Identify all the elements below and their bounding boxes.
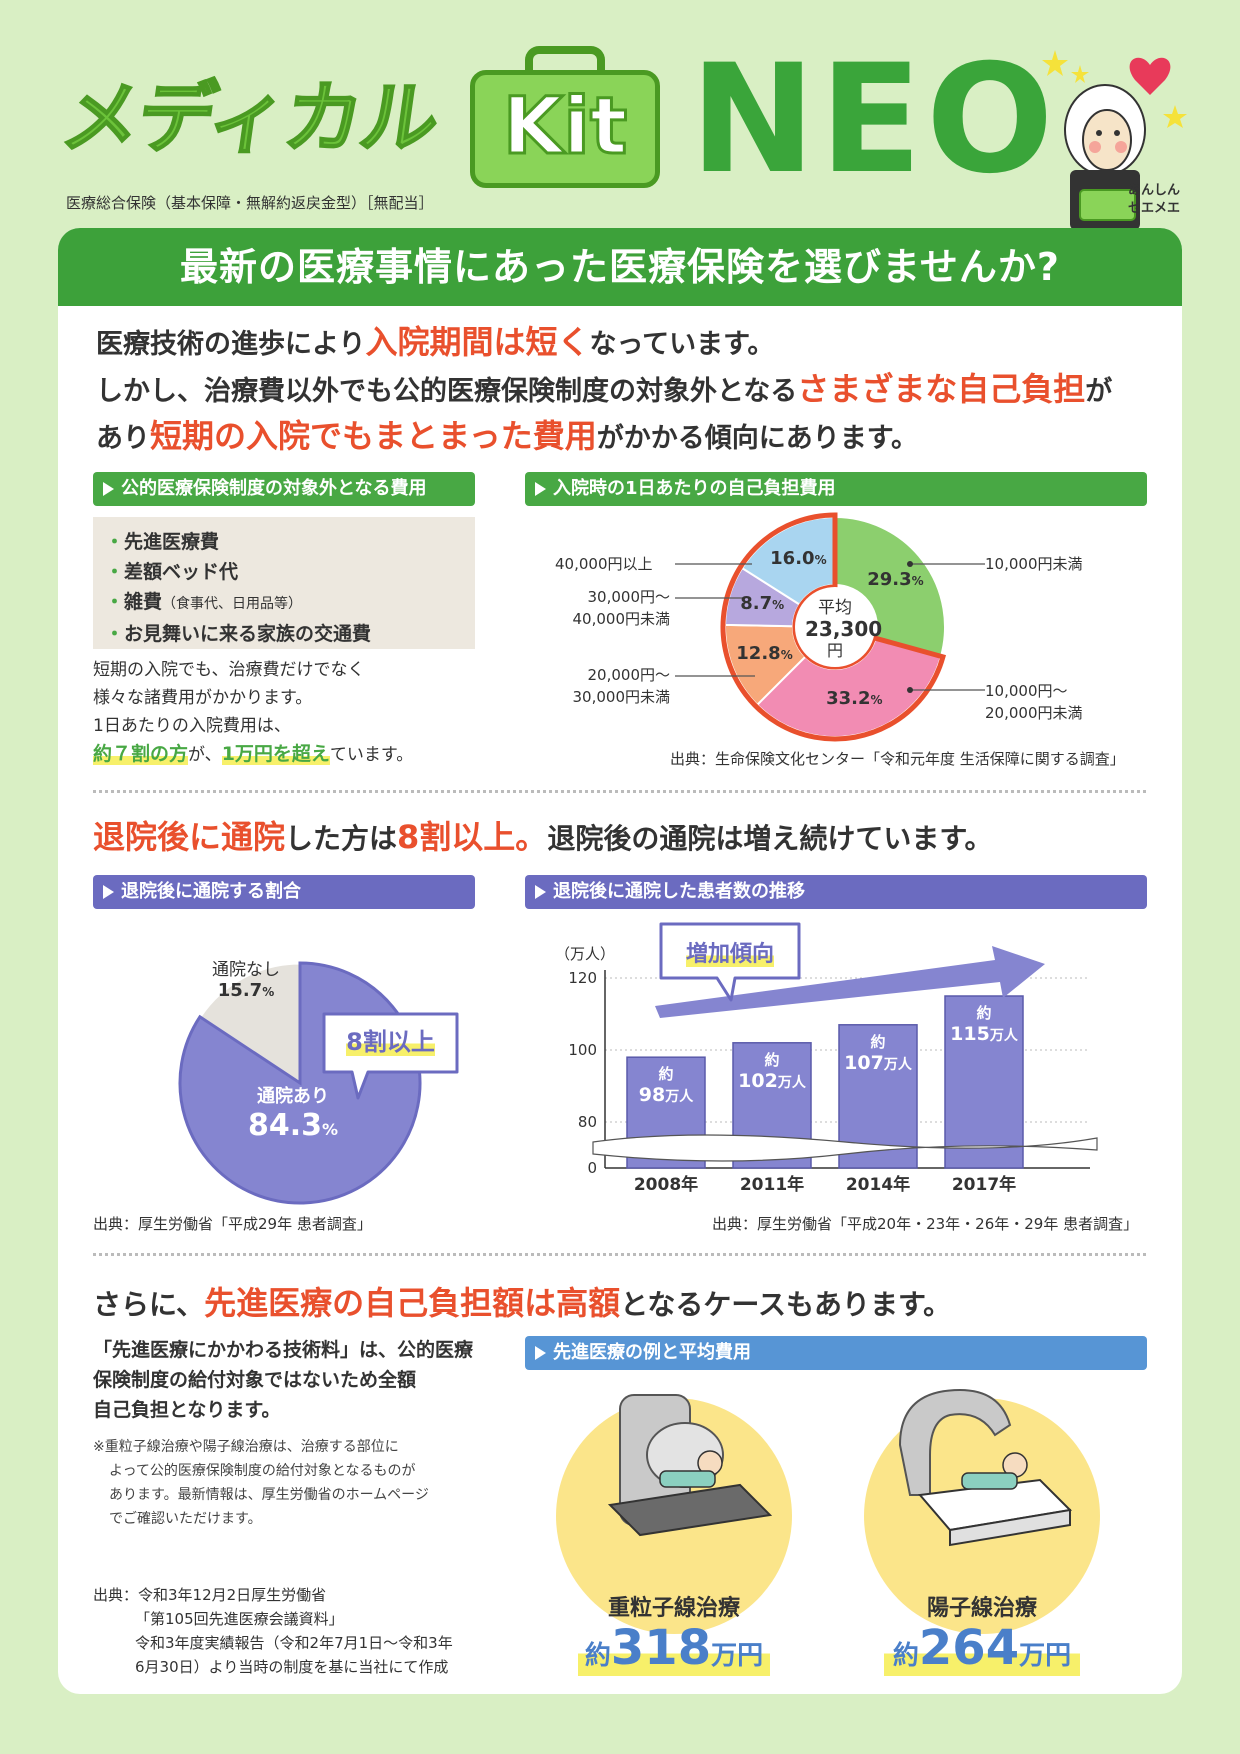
trend-arrow-icon <box>655 946 1045 1018</box>
treatment-name-heavy-ion: 重粒子線治療 <box>607 1596 740 1621</box>
x-tick-label: 2011年 <box>740 1174 804 1195</box>
bar-value-label: 115万人 <box>950 1023 1019 1045</box>
pie-label-40000-plus: 40,000円以上 <box>555 555 653 573</box>
mascot-label: あんしん セエメエ <box>1128 183 1181 217</box>
bar-chart-y-unit: （万人） <box>555 945 616 963</box>
pie-center-label: 平均 23,300 円 <box>805 598 883 660</box>
pie-value-label: 33.2% <box>826 688 883 710</box>
pie-value-label: 29.3% <box>867 568 924 590</box>
treatment-name-proton: 陽子線治療 <box>926 1596 1037 1621</box>
trend-label: 増加傾向 <box>685 942 774 967</box>
x-tick-label: 2008年 <box>634 1174 698 1195</box>
logo-kit: Kit <box>501 82 628 172</box>
patient-trend-bar-chart: 080100120約98万人2008年約102万人2011年約107万人2014… <box>568 969 1098 1195</box>
section-divider <box>93 790 1146 793</box>
sheep-mascot-icon <box>1042 50 1187 230</box>
logo-neo: NEO <box>690 33 1058 207</box>
bar-value-label: 約 <box>976 1004 991 1022</box>
section-heading-daily-cost: 入院時の1日あたりの自己負担費用 <box>525 472 1147 506</box>
section3-heading: さらに、先進医療の自己負担額は高額となるケースもあります。 <box>93 1284 952 1322</box>
y-tick-label: 120 <box>568 969 597 987</box>
y-tick-label: 100 <box>568 1041 597 1059</box>
treatment-price-proton: 約264万円 <box>884 1620 1080 1676</box>
list-item: 先進医療費 <box>105 527 463 557</box>
source-daily-cost: 出典：生命保険文化センター「令和元年度 生活保障に関する調査」 <box>670 750 1125 768</box>
x-tick-label: 2014年 <box>846 1174 910 1195</box>
section-heading-advanced-examples: 先進医療の例と平均費用 <box>525 1336 1147 1370</box>
pie2-label-no-visit: 通院なし 15.7% <box>212 960 280 1001</box>
source-outpatient-ratio: 出典：厚生労働省「平成29年 患者調査」 <box>93 1215 372 1233</box>
list-item: 雑費（食事代、日用品等） <box>105 587 463 619</box>
bar-value-label: 約 <box>658 1065 673 1083</box>
kit-handle-icon <box>525 46 605 78</box>
bar-value-label: 98万人 <box>639 1084 694 1106</box>
pie-label-30000-40000: 30,000円〜 40,000円未満 <box>572 588 671 628</box>
pie-value-label: 12.8% <box>736 643 793 665</box>
source-patient-trend: 出典：厚生労働省「平成20年・23年・26年・29年 患者調査」 <box>712 1215 1139 1233</box>
product-subtitle: 医療総合保険（基本保障・無解約返戻金型）［無配当］ <box>66 194 434 212</box>
list-item: 差額ベッド代 <box>105 557 463 587</box>
pie-label-under-10000: 10,000円未満 <box>985 555 1083 573</box>
heavy-ion-machine-icon <box>607 1394 773 1537</box>
bar-value-label: 107万人 <box>844 1052 913 1074</box>
section-divider <box>93 1253 1146 1256</box>
excluded-costs-list: 先進医療費 差額ベッド代 雑費（食事代、日用品等） お見舞いに来る家族の交通費 <box>93 517 475 649</box>
axis-break-icon <box>592 1134 1098 1162</box>
callout-80-percent: 8割以上 <box>346 1028 435 1056</box>
hospital-cost-note: 短期の入院でも、治療費だけでなく 様々な諸費用がかかります。 1日あたりの入院費… <box>93 660 414 765</box>
y-tick-label: 80 <box>578 1113 597 1131</box>
list-item: お見舞いに来る家族の交通費 <box>105 619 463 649</box>
x-tick-label: 2017年 <box>952 1174 1016 1195</box>
bar-value-label: 約 <box>764 1051 779 1069</box>
bar <box>944 995 1024 1169</box>
pie-leader-lines <box>675 561 985 693</box>
section2-heading: 退院後に通院した方は8割以上。退院後の通院は増え続けています。 <box>93 818 993 856</box>
pie-value-label: 16.0% <box>770 548 827 570</box>
kit-box-icon <box>470 70 660 188</box>
daily-cost-pie-chart <box>720 512 947 742</box>
pie-label-10000-20000: 10,000円〜 20,000円未満 <box>985 682 1083 722</box>
proton-machine-icon <box>898 1388 1073 1547</box>
section-heading-patient-trend: 退院後に通院した患者数の推移 <box>525 875 1147 909</box>
pie-slice <box>197 961 302 1086</box>
bar-value-label: 約 <box>870 1033 885 1051</box>
y-tick-label: 0 <box>587 1159 597 1177</box>
bar-value-label: 102万人 <box>738 1070 807 1092</box>
advanced-medicine-note: ※重粒子線治療や陽子線治療は、治療する部位に よって公的医療保険制度の給付対象と… <box>93 1439 429 1527</box>
treatment-price-heavy-ion: 約318万円 <box>578 1620 770 1676</box>
logo-medical: メディカル <box>55 73 444 165</box>
advanced-medicine-text: 「先進医療にかかわる技術料」は、公的医療 保険制度の給付対象ではないため全額 自己負… <box>93 1339 474 1421</box>
pie-slice <box>834 515 946 658</box>
lead-text: 医療技術の進歩により入院期間は短くなっています。 しかし、治療費以外でも公的医療… <box>96 323 1113 455</box>
source-advanced-medicine: 出典：令和3年12月2日厚生労働省 「第105回先進医療会議資料」 令和3年度実… <box>93 1586 453 1676</box>
pie-label-20000-30000: 20,000円〜 30,000円未満 <box>572 666 671 706</box>
pie2-label-visit: 通院あり 84.3% <box>248 1086 339 1143</box>
section-heading-excluded-costs: 公的医療保険制度の対象外となる費用 <box>93 472 475 506</box>
section-heading-outpatient-ratio: 退院後に通院する割合 <box>93 875 475 909</box>
pie-center <box>795 587 875 667</box>
main-banner: 最新の医療事情にあった医療保険を選びませんか? <box>58 228 1182 306</box>
pie-value-label: 8.7% <box>740 593 785 615</box>
